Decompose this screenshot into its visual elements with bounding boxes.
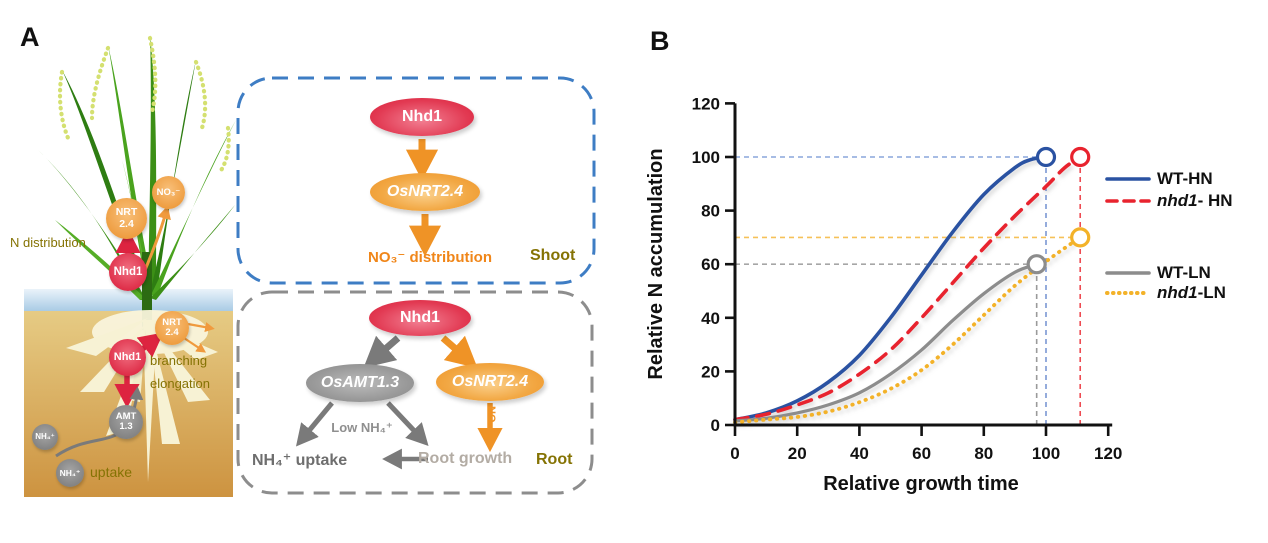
no3-arrow-label: NO₃⁻ bbox=[485, 406, 497, 434]
nh4-upper-label: NH₄⁺ bbox=[35, 431, 55, 441]
root-nhd1-node-label: Nhd1 bbox=[400, 309, 440, 326]
y-tick-label-40: 40 bbox=[701, 309, 720, 328]
y-tick-label-80: 80 bbox=[701, 202, 720, 221]
root-nrt24-line2: 2.4 bbox=[165, 327, 179, 338]
legend-label-nhd1-hn: nhd1- HN bbox=[1157, 191, 1233, 210]
y-axis-title: Relative N accumulation bbox=[645, 148, 667, 379]
x-axis-title: Relative growth time bbox=[823, 473, 1019, 495]
root-nhd1-to-osamt-arrow bbox=[363, 335, 401, 369]
no3-circle-label: NO₃⁻ bbox=[156, 186, 181, 198]
legend-swatch-wt-ln bbox=[1105, 271, 1151, 275]
legend-entry-nhd1-hn: nhd1- HN bbox=[1105, 191, 1233, 210]
legend-entry-wt-hn: WT-HN bbox=[1105, 169, 1213, 188]
legend-swatch-nhd1-ln bbox=[1105, 291, 1151, 295]
root-label: Root bbox=[536, 451, 573, 468]
shoot-label: Shoot bbox=[530, 247, 576, 264]
endpoint-2 bbox=[1026, 254, 1047, 275]
endpoint-1 bbox=[1070, 146, 1091, 168]
nhd1-circle: Nhd1 bbox=[109, 253, 147, 291]
x-tick-label-60: 60 bbox=[912, 444, 931, 463]
uptake-label: uptake bbox=[90, 464, 133, 480]
series-line-1 bbox=[733, 155, 1083, 422]
root-nhd1-circle: Nhd1 bbox=[109, 339, 146, 376]
endpoint-3 bbox=[1070, 227, 1091, 248]
low-nh4-label: Low NH₄⁺ bbox=[331, 420, 393, 435]
chart-axes: 0 20 40 60 80 100 120 0 20 40 60 80 100 120 bbox=[692, 94, 1123, 463]
y-tick-label-0: 0 bbox=[711, 416, 720, 435]
nhd1-circle-label: Nhd1 bbox=[113, 265, 143, 278]
legend-swatch-wt-hn bbox=[1105, 177, 1151, 181]
nrt24-line2: 2.4 bbox=[119, 217, 134, 230]
amt13-line1: AMT bbox=[115, 411, 137, 423]
root-nhd1-label: Nhd1 bbox=[113, 350, 142, 363]
root-osnrt24-node: OsNRT2.4 bbox=[436, 363, 544, 401]
panel-a-label: A bbox=[20, 22, 40, 52]
x-tick-label-0: 0 bbox=[730, 444, 739, 463]
osamt-right-arrow bbox=[386, 401, 429, 447]
osamt13-label: OsAMT1.3 bbox=[320, 374, 400, 391]
n-accumulation-chart: 0 20 40 60 80 100 120 0 20 40 60 80 100 120 Relative … bbox=[645, 94, 1123, 495]
shoot-osnrt24-label: OsNRT2.4 bbox=[386, 183, 464, 200]
x-tick-label-120: 120 bbox=[1094, 444, 1122, 463]
series-line-3 bbox=[733, 235, 1083, 425]
nh4-lower-label: NH₄⁺ bbox=[59, 467, 81, 478]
panel-b-label: B bbox=[650, 26, 670, 56]
legend-entry-nhd1-ln: nhd1-LN bbox=[1105, 283, 1226, 302]
n-distribution-label: N distribution bbox=[10, 235, 86, 250]
nh4-uptake-label: NH₄⁺ uptake bbox=[252, 452, 348, 469]
water-band bbox=[24, 289, 233, 311]
nrt24-line1: NRT bbox=[115, 206, 138, 219]
no3-circle: NO₃⁻ bbox=[152, 176, 185, 209]
y-tick-label-120: 120 bbox=[692, 94, 720, 113]
elongation-label: elongation bbox=[150, 376, 210, 391]
endpoint-0 bbox=[1035, 146, 1057, 168]
chart-endpoints bbox=[1026, 146, 1091, 275]
y-tick-label-60: 60 bbox=[701, 255, 720, 274]
root-box-outline bbox=[236, 290, 594, 495]
no3-distribution-label: NO₃⁻ distribution bbox=[367, 249, 492, 266]
amt13-circle: AMT 1.3 bbox=[109, 405, 143, 439]
branching-arrow-1 bbox=[187, 322, 215, 333]
root-osnrt24-label: OsNRT2.4 bbox=[451, 373, 529, 390]
shoot-nhd1-node: Nhd1 bbox=[370, 98, 474, 136]
root-nhd1-to-osnrt-arrow bbox=[440, 335, 478, 369]
root-nrt24-circle: NRT 2.4 bbox=[155, 311, 189, 345]
root-nrt24-line1: NRT bbox=[162, 317, 182, 329]
branching-arrow-2 bbox=[183, 337, 207, 353]
legend-entry-wt-ln: WT-LN bbox=[1105, 263, 1211, 282]
branching-label: branching bbox=[150, 353, 208, 368]
x-tick-label-20: 20 bbox=[788, 444, 807, 463]
series-line-0 bbox=[733, 155, 1048, 422]
x-tick-label-40: 40 bbox=[850, 444, 869, 463]
shoot-box-outline bbox=[236, 76, 596, 285]
osamt13-node: OsAMT1.3 bbox=[306, 364, 414, 402]
nh4-upper-circle: NH₄⁺ bbox=[32, 424, 58, 450]
nrt24-circle: NRT 2.4 bbox=[106, 198, 147, 239]
chart-series bbox=[733, 155, 1083, 425]
shoot-nhd1-label: Nhd1 bbox=[402, 108, 442, 125]
x-tick-label-80: 80 bbox=[974, 444, 993, 463]
nh4-lower-circle: NH₄⁺ bbox=[56, 459, 84, 487]
y-tick-label-20: 20 bbox=[701, 362, 720, 381]
legend-swatch-nhd1-hn bbox=[1105, 199, 1151, 203]
legend-label-nhd1-ln: nhd1-LN bbox=[1157, 283, 1226, 302]
x-tick-label-100: 100 bbox=[1032, 444, 1060, 463]
shoot-osnrt24-node: OsNRT2.4 bbox=[370, 173, 480, 211]
series-line-2 bbox=[733, 262, 1039, 423]
root-nhd1-node: Nhd1 bbox=[369, 300, 471, 336]
osamt-left-arrow bbox=[295, 401, 334, 447]
y-tick-label-100: 100 bbox=[692, 148, 720, 167]
chart-guides bbox=[735, 156, 1082, 425]
legend-label-wt-ln: WT-LN bbox=[1157, 263, 1211, 282]
root-growth-label: Root growth bbox=[418, 450, 513, 467]
amt13-line2: 1.3 bbox=[119, 421, 133, 432]
legend-label-wt-hn: WT-HN bbox=[1157, 169, 1213, 188]
